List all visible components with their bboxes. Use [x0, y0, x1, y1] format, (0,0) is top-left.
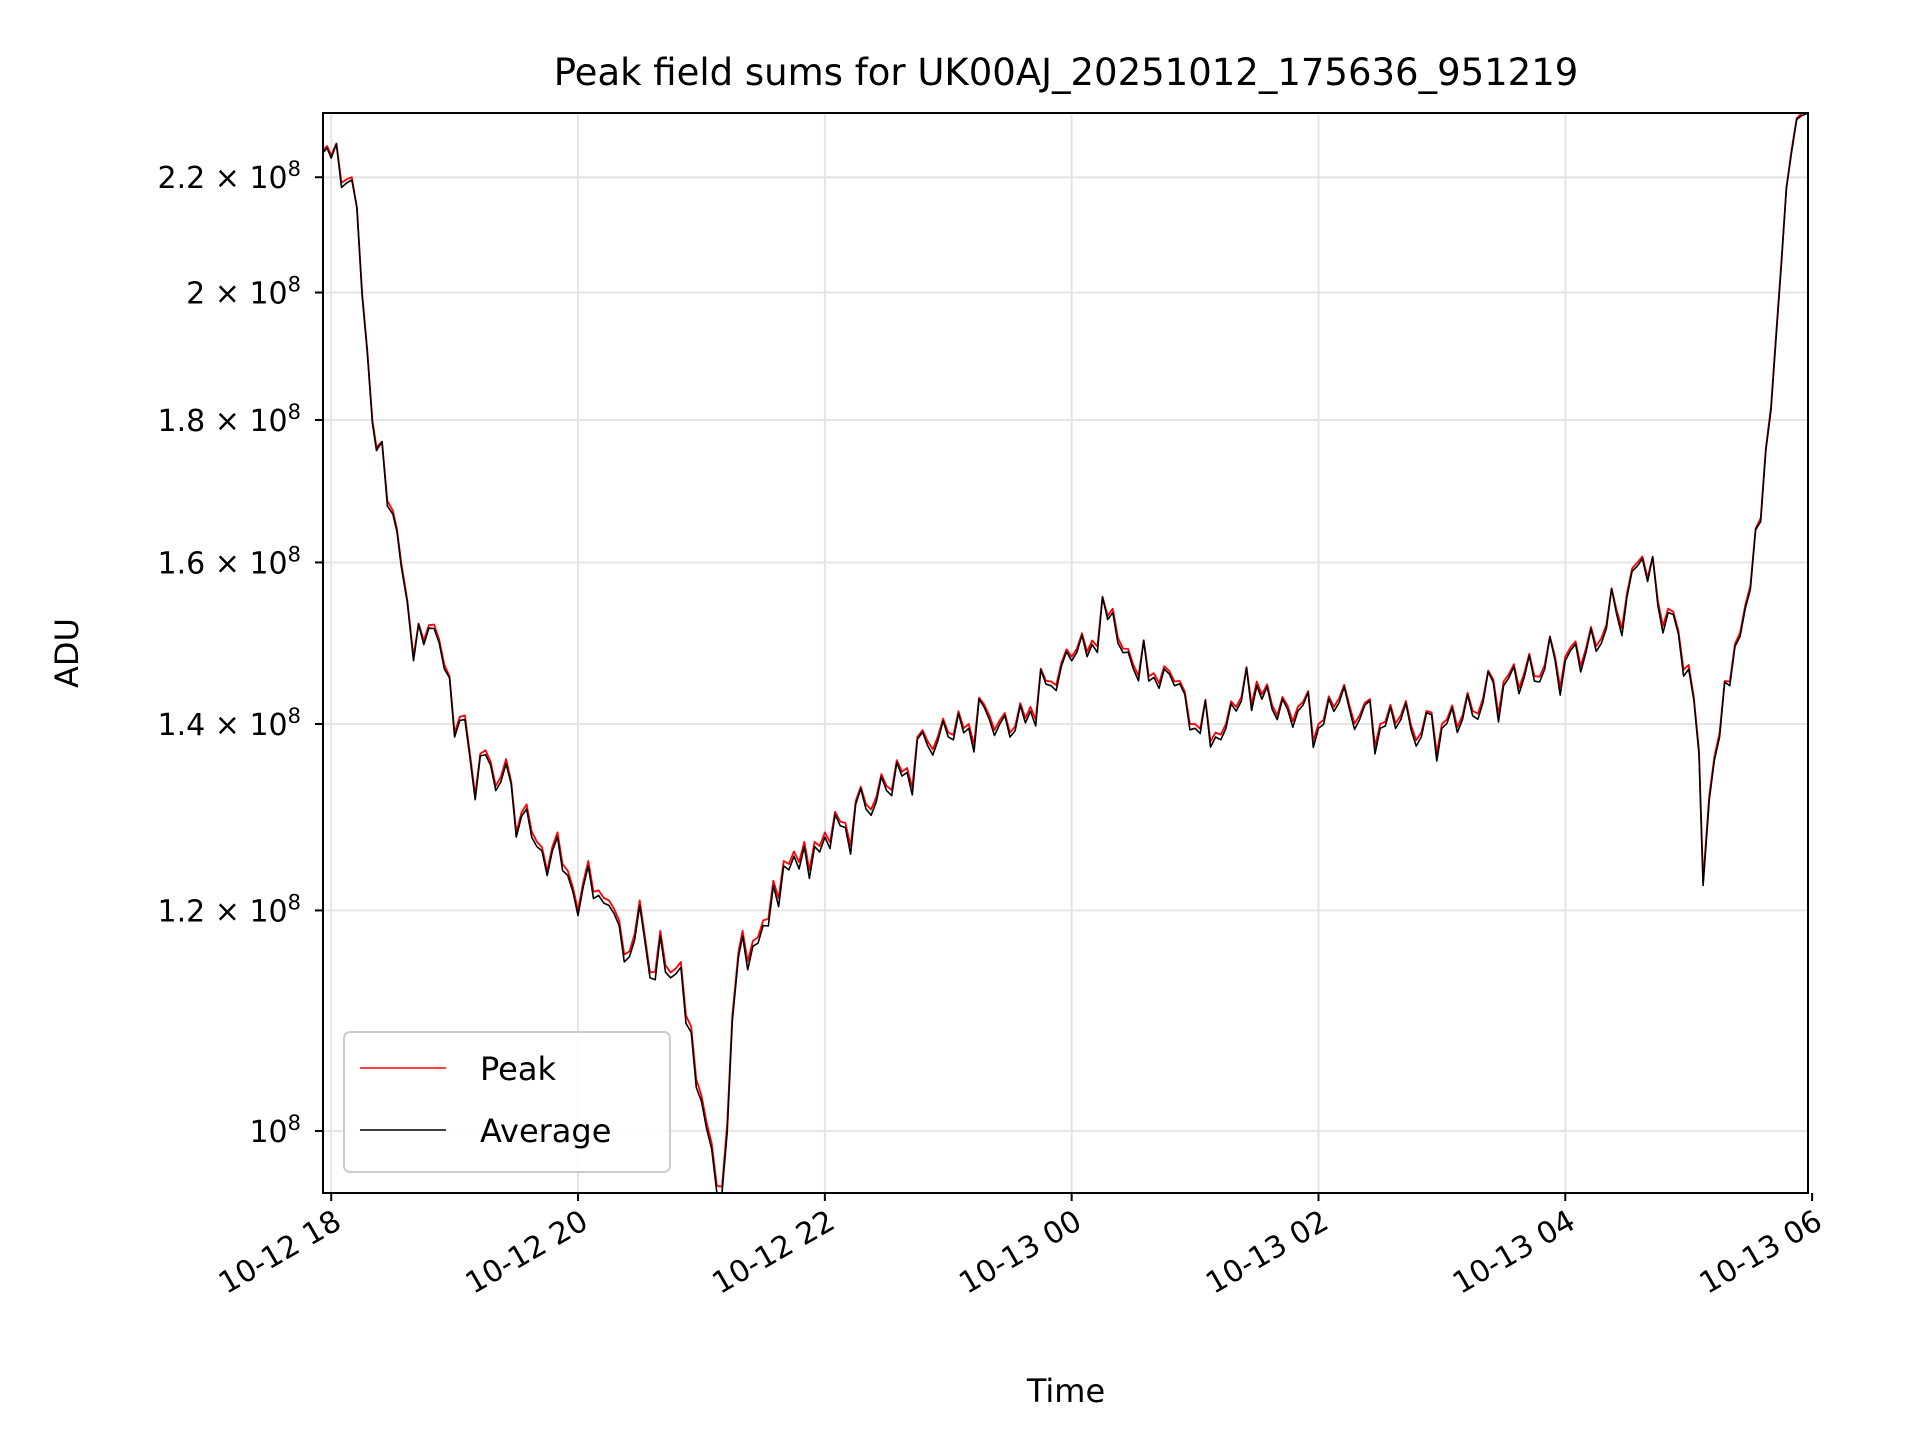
y-tick-exponent: 8	[288, 704, 301, 728]
y-tick-label: 1.8 × 108	[158, 400, 301, 439]
y-tick-exponent: 8	[288, 400, 301, 424]
y-tick-mantissa: 1.4 ×	[158, 708, 250, 743]
y-tick-label: 108	[249, 1111, 301, 1150]
grid	[323, 113, 1808, 1193]
y-tick-mantissa: 1.8 ×	[158, 404, 250, 439]
series-line-average	[322, 112, 1809, 1194]
series-line-peak	[322, 112, 1808, 1188]
y-tick-exponent: 8	[288, 890, 301, 914]
y-tick-base: 10	[249, 404, 287, 439]
legend-label-average: Average	[480, 1112, 611, 1150]
legend-box	[343, 1031, 671, 1173]
y-tick-base: 10	[249, 277, 287, 312]
x-axis-label: Time	[1026, 1372, 1105, 1410]
y-tick-exponent: 8	[288, 273, 301, 297]
y-tick-base: 10	[249, 161, 287, 196]
y-tick-label: 1.6 × 108	[158, 542, 301, 581]
y-tick-label: 2.2 × 108	[158, 157, 301, 196]
plot-frame	[322, 112, 1809, 1194]
y-tick-exponent: 8	[288, 157, 301, 181]
chart-title: Peak field sums for UK00AJ_20251012_1756…	[554, 51, 1579, 94]
y-tick-mantissa: 1.6 ×	[158, 546, 250, 581]
legend-label-peak: Peak	[480, 1050, 556, 1088]
y-tick-mantissa: 2.2 ×	[158, 161, 250, 196]
series-layer	[322, 112, 1809, 1194]
y-tick-label: 1.4 × 108	[158, 704, 301, 743]
y-tick-base: 10	[249, 894, 287, 929]
y-tick-mantissa: 1.2 ×	[158, 894, 250, 929]
y-tick-base: 10	[249, 546, 287, 581]
y-tick-base: 10	[249, 708, 287, 743]
y-tick-base: 10	[249, 1115, 287, 1150]
y-tick-label: 2 × 108	[186, 273, 301, 312]
legend: Peak Average	[343, 1031, 671, 1173]
y-tick-exponent: 8	[288, 542, 301, 566]
y-tick-exponent: 8	[288, 1111, 301, 1135]
y-axis-label: ADU	[48, 618, 86, 688]
y-tick-mantissa: 2 ×	[186, 277, 249, 312]
y-tick-label: 1.2 × 108	[158, 890, 301, 929]
